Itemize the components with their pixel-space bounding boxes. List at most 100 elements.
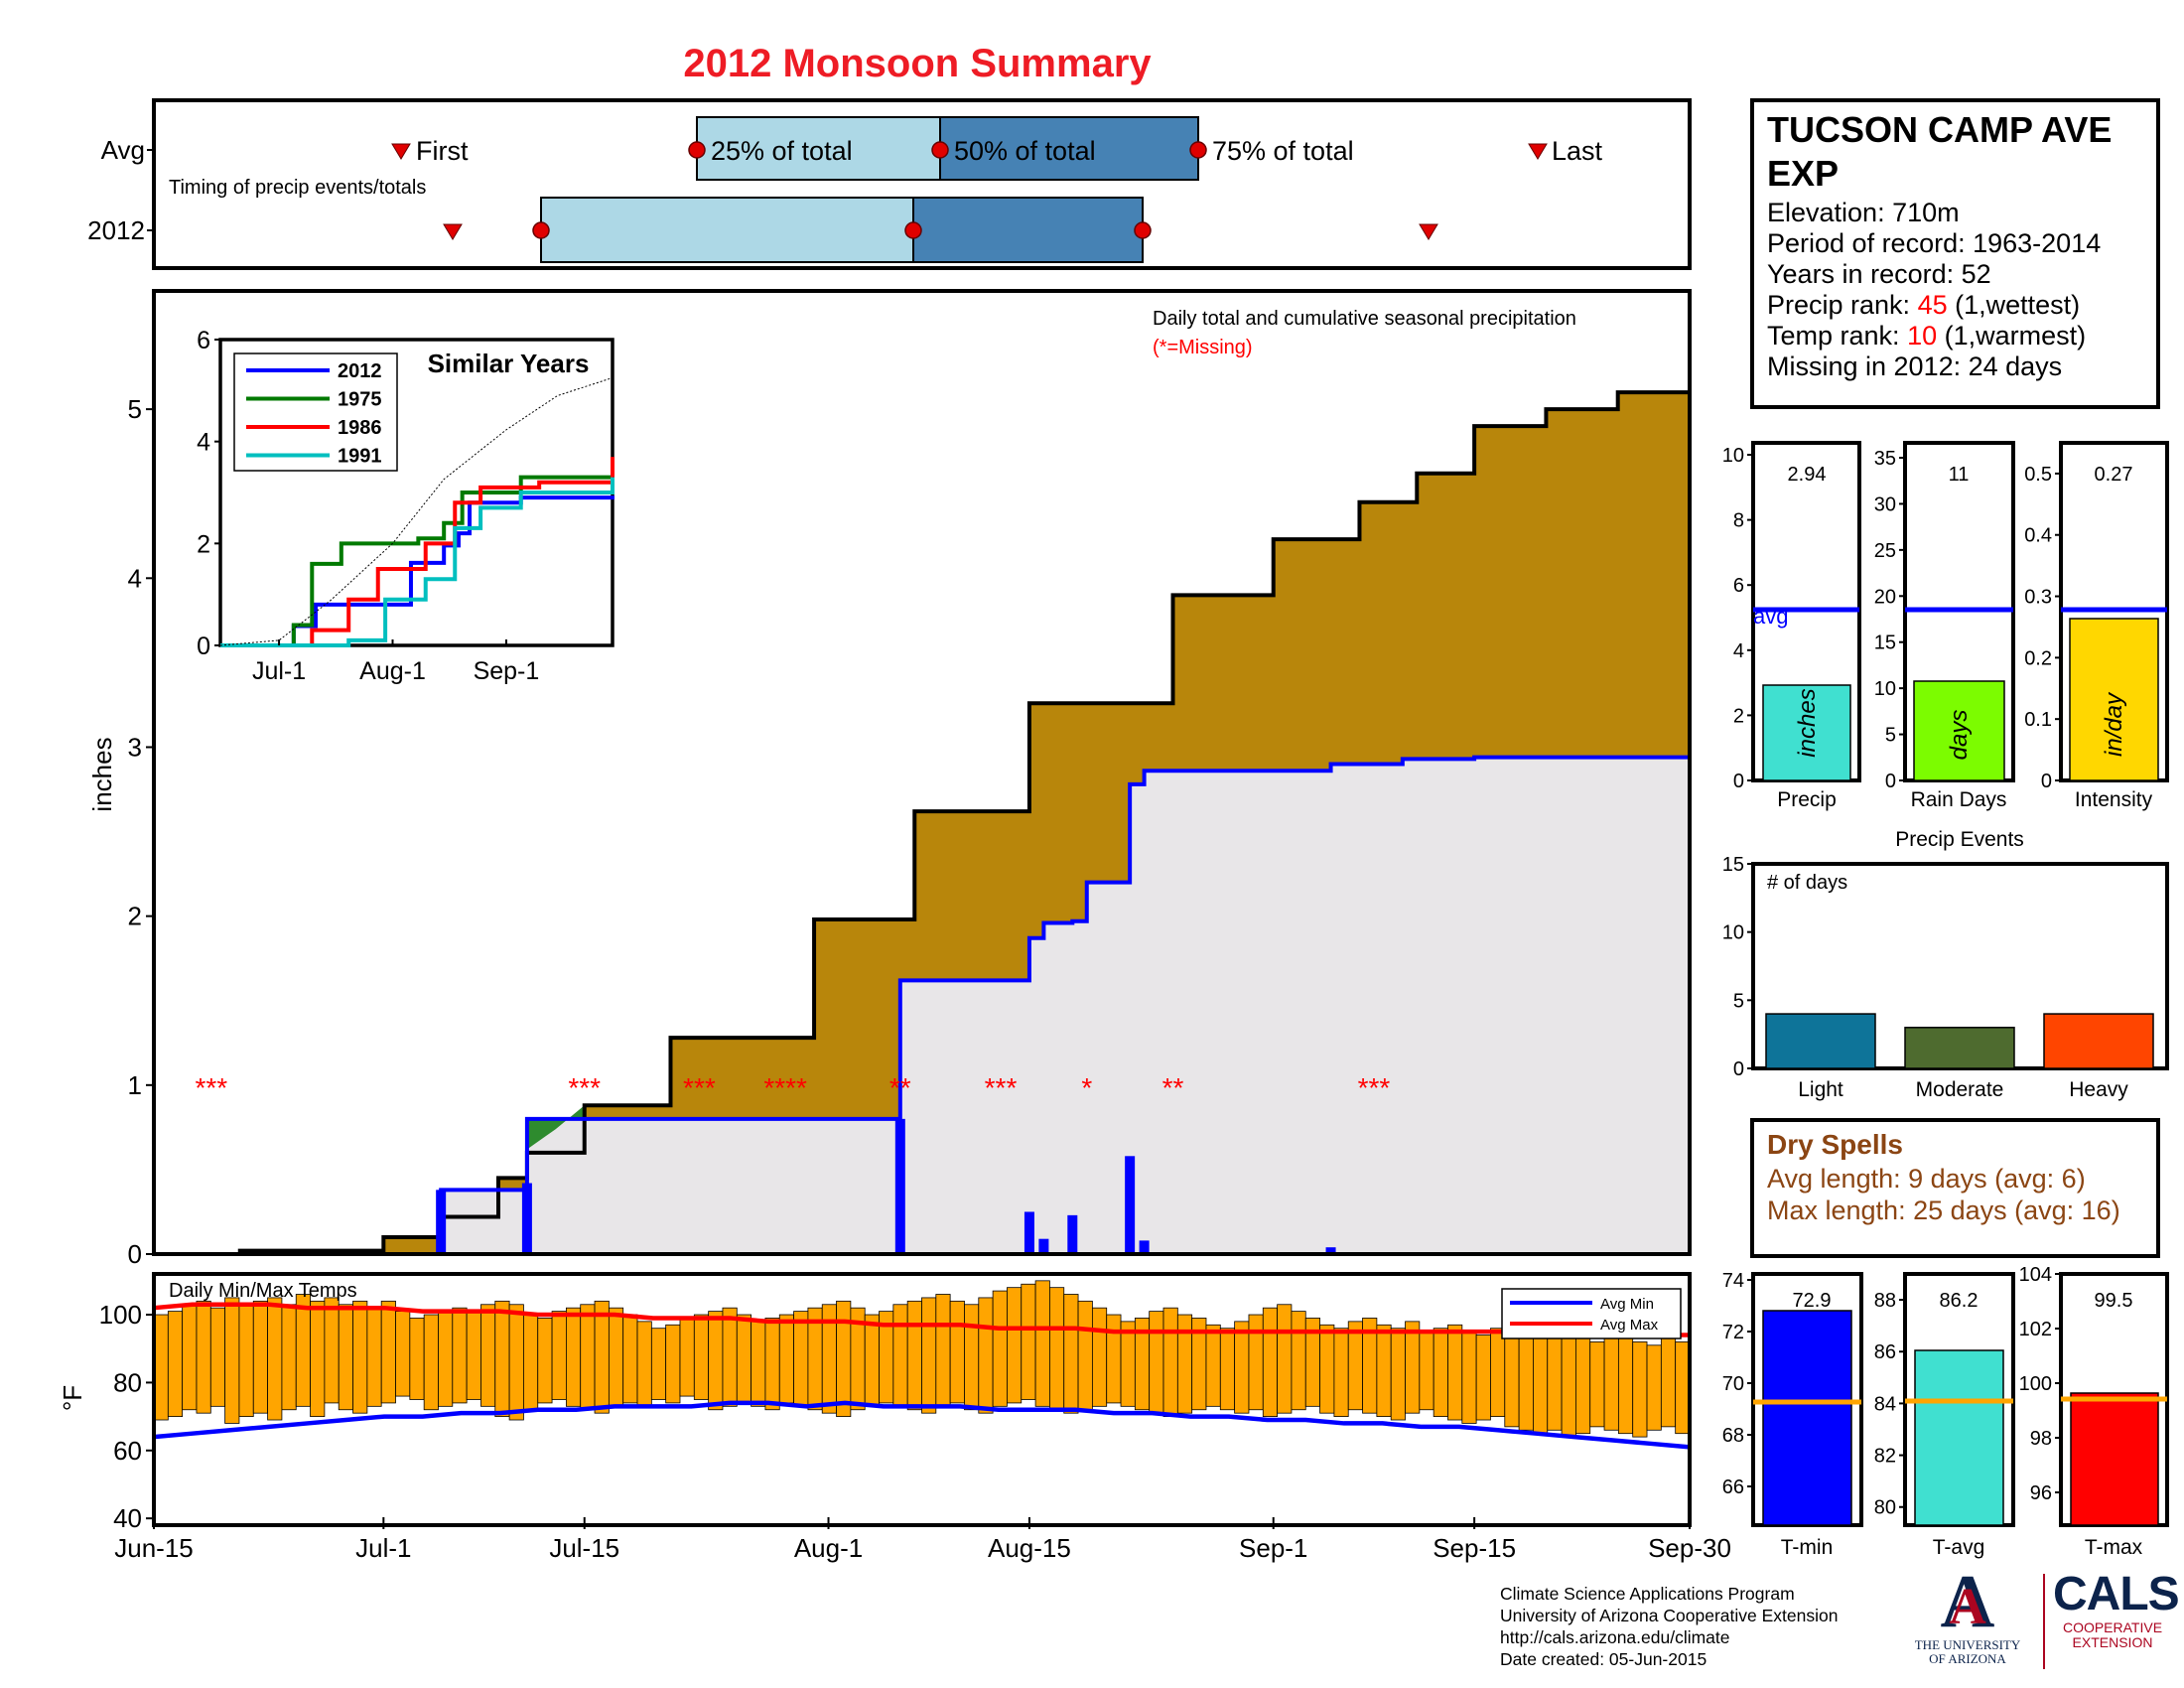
tmin-chart: 72.9 T-min 66 68 70 72 74 — [1722, 1270, 1863, 1559]
avg-p50-label: 50% of total — [954, 136, 1096, 166]
y2012-p75-marker — [1134, 221, 1152, 239]
daily-temp-bar — [708, 1311, 724, 1411]
daily-temp-bar — [167, 1311, 184, 1417]
daily-precip-bar — [1139, 1240, 1150, 1254]
main-daily-bars — [436, 1118, 1336, 1254]
legend-label-1991: 1991 — [338, 446, 382, 468]
daily-temp-bar — [693, 1314, 710, 1400]
axis-tick-label: 0.1 — [2024, 709, 2052, 731]
daily-temp-bar — [238, 1304, 254, 1417]
daily-temp-bar — [650, 1328, 667, 1400]
daily-temp-bar — [1034, 1280, 1050, 1407]
daily-temp-bar — [1518, 1335, 1534, 1431]
axis-tick-label: 10 — [1874, 678, 1896, 700]
main-daily-total-label: Daily total and cumulative seasonal prec… — [1153, 308, 1576, 330]
temp-rank-value: 10 — [1907, 321, 1937, 351]
axis-tick-label: 102 — [2019, 1319, 2052, 1340]
daily-temp-bar — [438, 1311, 454, 1407]
y2012-p50-marker — [904, 221, 922, 239]
y-tick-label: 0 — [128, 1239, 142, 1269]
station-info-box: TUCSON CAMP AVE EXP Elevation: 710m Peri… — [1750, 98, 2160, 409]
daily-temp-bar — [1205, 1324, 1221, 1407]
footer-line3[interactable]: http://cals.arizona.edu/climate — [1500, 1627, 1730, 1647]
axis-tick-label: 25 — [1874, 540, 1896, 562]
daily-temp-bar — [622, 1314, 638, 1404]
station-precip-rank: Precip rank: 45 (1,wettest) — [1767, 290, 2080, 320]
temp-y-ticks: 40 60 80 100 — [99, 1300, 156, 1533]
daily-temp-bar — [494, 1300, 510, 1417]
daily-temp-bar — [1162, 1307, 1178, 1417]
daily-temp-bar — [480, 1304, 496, 1407]
timing-subtitle: Timing of precip events/totals — [169, 177, 426, 199]
avg-min-line — [153, 1400, 1691, 1450]
ua-logo-line1: THE UNIVERSITY — [1914, 1637, 2021, 1652]
axis-tick-label: 10 — [1722, 922, 1744, 944]
daily-temp-bar — [964, 1304, 980, 1411]
daily-temp-bar — [636, 1321, 652, 1407]
event-bar-light — [1765, 1013, 1876, 1069]
daily-temp-bar — [992, 1290, 1008, 1407]
avg-box-50-75 — [939, 116, 1199, 181]
tmin-bar — [1762, 1310, 1852, 1526]
station-years: Years in record: 52 — [1767, 259, 1991, 289]
daily-precip-bar — [1024, 1211, 1034, 1254]
precip-summary-chart: avg 2.94 inches Precip 0 2 4 6 8 10 — [1722, 441, 1861, 811]
precip-ticks: 0 2 4 6 8 10 — [1722, 445, 1753, 792]
missing-markers: *** *** *** **** ** *** * ** *** — [195, 1072, 1390, 1103]
precip-axis-label: Precip — [1777, 788, 1837, 811]
precip-rank-label: Precip rank: — [1767, 290, 1918, 320]
daily-temp-bar — [209, 1307, 226, 1407]
ua-logo-text: THE UNIVERSITY OF ARIZONA — [1904, 1638, 2031, 1666]
temps-legend-max: Avg Max — [1600, 1317, 1659, 1334]
cals-logo-line2: EXTENSION — [2072, 1634, 2153, 1650]
daily-temp-bar — [423, 1314, 439, 1411]
daily-temp-bar — [1390, 1328, 1406, 1421]
timing-row-label-avg: Avg — [101, 135, 145, 165]
daily-temp-bar — [1291, 1311, 1306, 1411]
raindays-ticks: 0 5 10 15 20 25 30 35 — [1874, 448, 1905, 792]
daily-precip-bar — [1067, 1214, 1078, 1254]
daily-temp-bar — [1376, 1324, 1392, 1417]
daily-temp-bar — [1461, 1331, 1477, 1424]
daily-temp-bar — [1149, 1311, 1164, 1414]
daily-temp-bar — [906, 1300, 922, 1411]
daily-temp-bar — [978, 1297, 994, 1414]
raindays-summary-chart: 11 days Rain Days 0 5 10 15 20 25 30 35 — [1874, 441, 2015, 811]
y-tick-label: 1 — [128, 1070, 142, 1100]
daily-temp-bar — [1248, 1314, 1264, 1411]
inset-y-tick-label: 2 — [197, 530, 210, 558]
axis-tick-label: 80 — [1874, 1497, 1896, 1519]
daily-temp-bar — [252, 1300, 268, 1414]
avg-last-label: Last — [1552, 136, 1603, 166]
temp-x-tick-label: Sep-15 — [1433, 1533, 1516, 1563]
y2012-p25-marker — [532, 221, 550, 239]
avg-p75-marker — [1189, 141, 1207, 159]
daily-temp-bar — [793, 1311, 809, 1407]
daily-temp-bar — [751, 1321, 766, 1407]
raindays-unit-label: days — [1946, 710, 1973, 761]
missing-marker: ** — [1162, 1072, 1184, 1103]
inset-legend: 2012 1975 1986 1991 — [246, 360, 382, 468]
ua-logo-line2: OF ARIZONA — [1929, 1651, 2006, 1666]
y-tick-label: 3 — [128, 732, 142, 762]
events-bars — [1765, 1013, 2154, 1069]
2012-cumulative-line — [154, 755, 1690, 1256]
daily-temp-bar — [1447, 1324, 1463, 1421]
axis-tick-label: 68 — [1722, 1425, 1744, 1447]
daily-temp-bar — [935, 1294, 951, 1407]
daily-precip-bar — [894, 1118, 905, 1254]
raindays-value: 11 — [1949, 464, 1970, 486]
temp-y-tick-label: 100 — [99, 1300, 142, 1330]
inset-y-tick-label: 0 — [197, 633, 210, 660]
avg-p50-marker — [931, 141, 949, 159]
footer-line4: Date created: 05-Jun-2015 — [1500, 1649, 1707, 1669]
inset-y-tick-label: 4 — [197, 429, 210, 457]
station-name-line2: EXP — [1767, 153, 1839, 194]
similar-years-inset: 0 2 4 6 Jul-1 Aug-1 Sep-1 Similar Years 2012 19… — [197, 327, 614, 685]
temp-x-tick-label: Jul-1 — [355, 1533, 411, 1563]
daily-temp-bar — [338, 1304, 353, 1411]
main-y-ticks: 0 1 2 3 4 5 — [128, 394, 156, 1269]
daily-temp-bar — [1575, 1337, 1591, 1435]
temps-legend-min: Avg Min — [1600, 1296, 1654, 1313]
